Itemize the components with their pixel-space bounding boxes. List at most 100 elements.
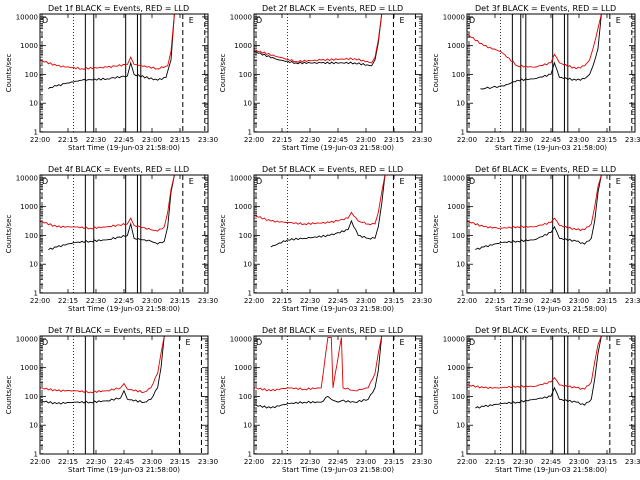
x-tick-label: 23:15 <box>170 136 190 144</box>
panel-title: Det 6f BLACK = Events, RED = LLD <box>475 165 616 174</box>
chart-panel-8f: Det 8f BLACK = Events, RED = LLD Counts/s… <box>219 326 432 474</box>
x-axis-label: Start Time (19-Jun-03 21:58:00) <box>495 144 607 152</box>
y-axis-label: Counts/sec <box>5 54 13 93</box>
marker-label: E <box>189 16 194 25</box>
series-line-events <box>40 336 165 405</box>
y-axis-label: Counts/sec <box>432 54 440 93</box>
panel-frame <box>39 174 209 294</box>
y-axis-label: Counts/sec <box>432 215 440 254</box>
x-tick-label: 22:15 <box>272 297 292 305</box>
x-tick-label: 23:15 <box>384 136 404 144</box>
panel-title: Det 1f BLACK = Events, RED = LLD <box>48 4 189 13</box>
y-tick-label: 100 <box>25 393 38 401</box>
chart-panel-3f: Det 3f BLACK = Events, RED = LLD Counts/s… <box>432 4 640 152</box>
series-line-events <box>480 14 602 90</box>
x-tick-label: 23:15 <box>384 458 404 466</box>
x-tick-label: 22:00 <box>30 136 50 144</box>
x-axis-label: Start Time (19-Jun-03 21:58:00) <box>282 305 394 313</box>
series-line-events <box>475 175 602 251</box>
x-axis-label: Start Time (19-Jun-03 21:58:00) <box>495 305 607 313</box>
marker-label: D <box>42 338 48 347</box>
series-line-lld <box>467 14 602 70</box>
x-tick-label: 22:30 <box>86 297 106 305</box>
x-tick-label: 22:00 <box>30 297 50 305</box>
x-tick-label: 22:15 <box>485 136 505 144</box>
panel-content <box>254 175 416 293</box>
x-tick-label: 23:00 <box>356 297 376 305</box>
x-tick-label: 23:00 <box>142 136 162 144</box>
panel-content <box>467 14 633 132</box>
panel-content <box>40 336 202 454</box>
y-tick-label: 10000 <box>16 174 38 182</box>
x-tick-label: 23:30 <box>625 297 640 305</box>
y-axis-label: Counts/sec <box>219 376 227 415</box>
y-tick-label: 100 <box>452 232 465 240</box>
y-tick-label: 100 <box>25 71 38 79</box>
y-tick-label: 1 <box>248 451 252 459</box>
y-tick-label: 1 <box>248 290 252 298</box>
x-tick-label: 22:15 <box>58 297 78 305</box>
marker-label: E <box>189 177 194 186</box>
series-line-events <box>48 175 175 251</box>
panel-title: Det 9f BLACK = Events, RED = LLD <box>475 326 616 335</box>
panel-title: Det 8f BLACK = Events, RED = LLD <box>262 326 403 335</box>
series-line-lld <box>254 336 383 392</box>
x-tick-label: 22:15 <box>485 297 505 305</box>
x-tick-label: 22:30 <box>513 297 533 305</box>
y-tick-label: 1000 <box>447 364 465 372</box>
y-tick-label: 1000 <box>20 42 38 50</box>
panel-content <box>467 175 633 293</box>
x-tick-label: 23:30 <box>412 297 432 305</box>
x-tick-label: 23:15 <box>384 297 404 305</box>
x-tick-label: 22:00 <box>244 136 264 144</box>
marker-label: D <box>256 177 262 186</box>
marker-label: D <box>42 16 48 25</box>
x-tick-label: 22:30 <box>513 136 533 144</box>
marker-label: D <box>469 177 475 186</box>
y-axis-label: Counts/sec <box>5 215 13 254</box>
x-tick-label: 22:15 <box>272 458 292 466</box>
panel-frame <box>253 174 423 294</box>
marker-label: E <box>399 338 404 347</box>
x-tick-label: 23:00 <box>142 297 162 305</box>
y-tick-label: 1000 <box>447 203 465 211</box>
x-tick-label: 22:00 <box>244 458 264 466</box>
y-tick-label: 1 <box>461 290 465 298</box>
y-tick-label: 10 <box>456 422 465 430</box>
y-tick-label: 10 <box>243 100 252 108</box>
series-line-lld <box>40 14 175 70</box>
x-tick-label: 23:30 <box>198 136 218 144</box>
chart-panel-6f: Det 6f BLACK = Events, RED = LLD Counts/s… <box>432 165 640 313</box>
y-tick-label: 10 <box>243 261 252 269</box>
panel-frame <box>466 13 636 133</box>
y-tick-label: 10 <box>456 261 465 269</box>
y-tick-label: 1000 <box>234 42 252 50</box>
x-tick-label: 22:15 <box>58 458 78 466</box>
x-tick-label: 22:45 <box>328 136 348 144</box>
x-tick-label: 22:45 <box>114 458 134 466</box>
panel-title: Det 7f BLACK = Events, RED = LLD <box>48 326 189 335</box>
y-tick-label: 10 <box>29 100 38 108</box>
x-tick-label: 22:00 <box>30 458 50 466</box>
y-tick-label: 1000 <box>20 364 38 372</box>
chart-panel-5f: Det 5f BLACK = Events, RED = LLD Counts/s… <box>219 165 432 313</box>
x-tick-label: 22:00 <box>457 297 477 305</box>
panel-frame <box>466 174 636 294</box>
y-tick-label: 10000 <box>443 335 465 343</box>
y-tick-label: 1000 <box>20 203 38 211</box>
y-tick-label: 1 <box>34 290 38 298</box>
series-line-events <box>254 336 383 409</box>
y-axis-label: Counts/sec <box>5 376 13 415</box>
panel-title: Det 5f BLACK = Events, RED = LLD <box>262 165 403 174</box>
series-line-lld <box>254 14 383 64</box>
x-axis-label: Start Time (19-Jun-03 21:58:00) <box>68 466 180 474</box>
y-tick-label: 10000 <box>16 335 38 343</box>
x-tick-label: 22:15 <box>58 136 78 144</box>
x-tick-label: 23:15 <box>597 297 617 305</box>
y-tick-label: 10 <box>243 422 252 430</box>
x-tick-label: 22:45 <box>114 136 134 144</box>
x-axis-label: Start Time (19-Jun-03 21:58:00) <box>495 466 607 474</box>
x-tick-label: 22:30 <box>513 458 533 466</box>
x-tick-label: 22:15 <box>485 458 505 466</box>
y-tick-label: 1000 <box>447 42 465 50</box>
